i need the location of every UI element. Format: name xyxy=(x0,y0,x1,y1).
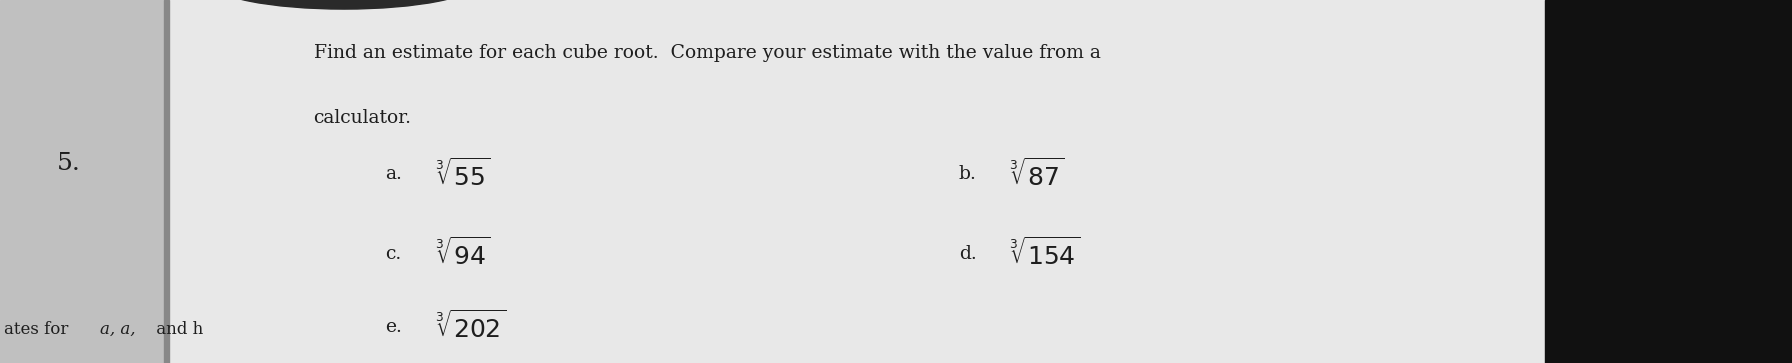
Text: $\sqrt[3]{154}$: $\sqrt[3]{154}$ xyxy=(1009,238,1081,270)
Text: d.: d. xyxy=(959,245,977,263)
Text: e.: e. xyxy=(385,318,401,336)
Circle shape xyxy=(210,0,478,9)
Bar xyxy=(165,0,168,363)
Text: $\sqrt[3]{55}$: $\sqrt[3]{55}$ xyxy=(435,158,491,191)
Bar xyxy=(0,0,165,363)
Text: a, a,: a, a, xyxy=(100,321,136,338)
Text: ates for: ates for xyxy=(4,321,73,338)
Text: and h: and h xyxy=(151,321,202,338)
Bar xyxy=(165,0,1545,363)
Text: $\sqrt[3]{94}$: $\sqrt[3]{94}$ xyxy=(435,238,491,270)
Text: $\sqrt[3]{202}$: $\sqrt[3]{202}$ xyxy=(435,310,507,343)
Text: 5.: 5. xyxy=(57,152,81,175)
Text: Find an estimate for each cube root.  Compare your estimate with the value from : Find an estimate for each cube root. Com… xyxy=(314,44,1100,62)
Text: calculator.: calculator. xyxy=(314,109,412,127)
Text: $\sqrt[3]{87}$: $\sqrt[3]{87}$ xyxy=(1009,158,1064,191)
Text: b.: b. xyxy=(959,165,977,183)
Text: a.: a. xyxy=(385,165,401,183)
Text: c.: c. xyxy=(385,245,401,263)
Bar xyxy=(1545,0,1792,363)
